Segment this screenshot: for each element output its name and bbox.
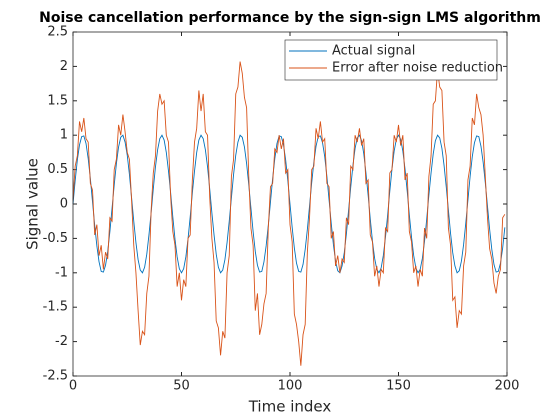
y-tick-label: -1.5: [43, 300, 68, 315]
legend-box: [284, 39, 498, 81]
y-tick-label: 1.5: [47, 93, 68, 108]
y-tick-label: 1: [60, 128, 68, 143]
y-axis-label: Signal value: [24, 158, 42, 250]
legend-label: Error after noise reduction: [332, 61, 503, 76]
x-tick-label: 200: [495, 379, 520, 394]
y-tick-label: -0.5: [43, 231, 68, 246]
y-tick-label: -1: [55, 265, 68, 280]
y-tick-label: 2.5: [47, 25, 68, 40]
y-tick-label: 2: [60, 59, 68, 74]
axes-box: [72, 31, 508, 377]
x-axis-label: Time index: [248, 398, 332, 416]
y-tick-label: 0: [60, 197, 68, 212]
y-tick-label: -2.5: [43, 369, 68, 384]
x-tick-label: 100: [278, 379, 303, 394]
x-tick-label: 50: [173, 379, 190, 394]
chart-title: Noise cancellation performance by the si…: [39, 10, 541, 26]
x-tick-label: 0: [69, 379, 77, 394]
legend-label: Actual signal: [332, 44, 415, 59]
series-line: [72, 61, 506, 366]
x-tick-label: 150: [386, 379, 411, 394]
y-tick-label: 0.5: [47, 162, 68, 177]
y-tick-label: -2: [55, 334, 68, 349]
